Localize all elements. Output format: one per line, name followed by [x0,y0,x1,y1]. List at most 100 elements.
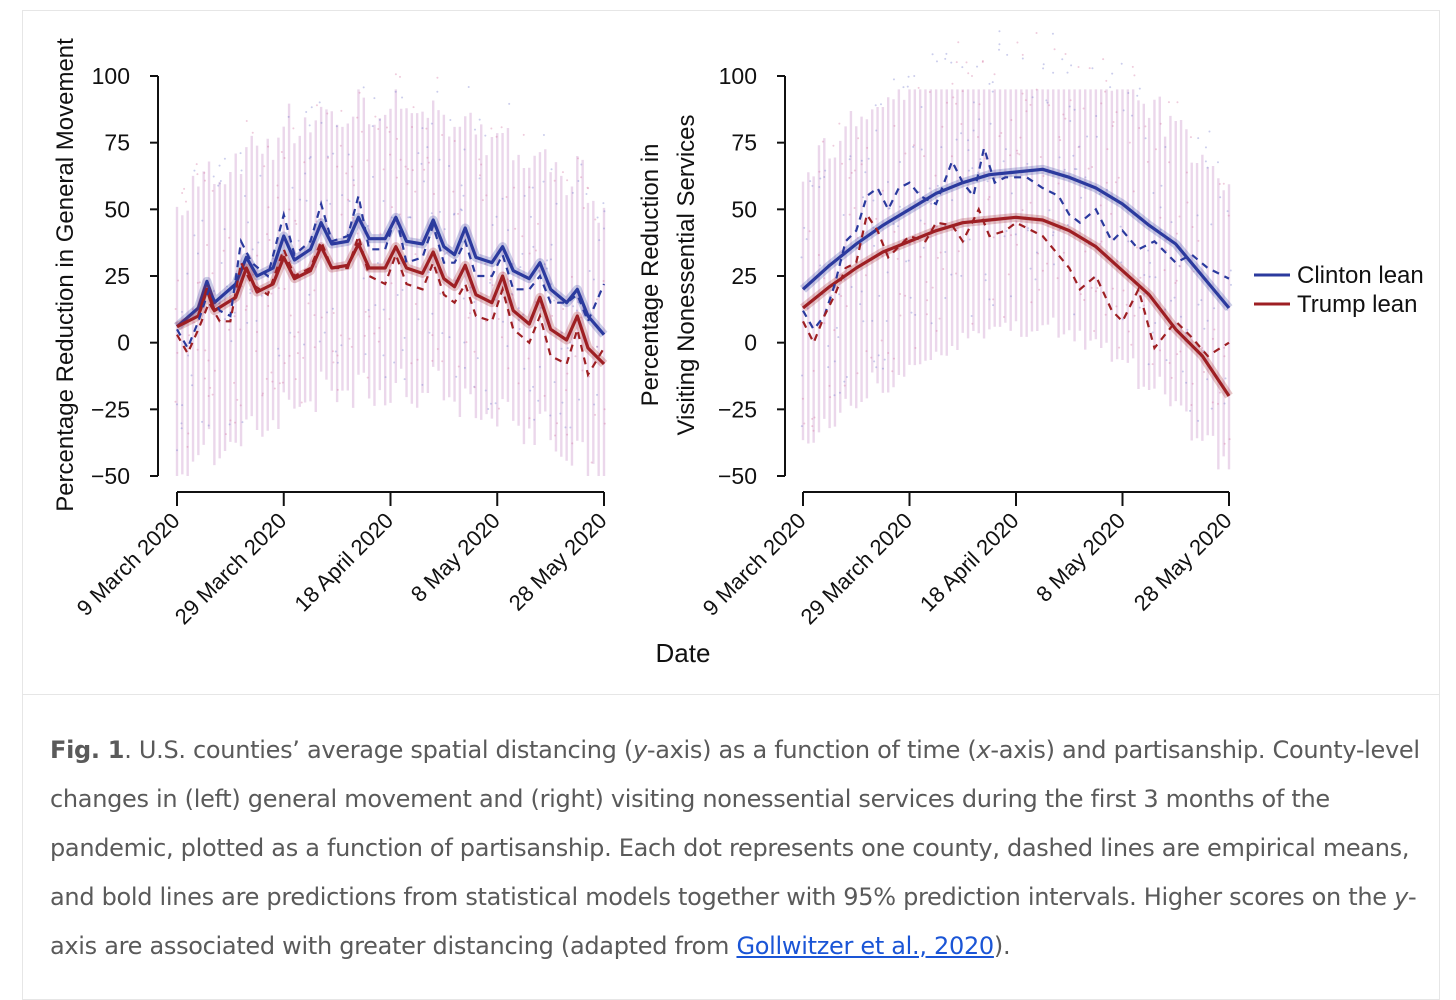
county-dot [323,331,326,334]
county-dot [957,250,960,253]
county-dot [523,194,526,197]
county-dot [1100,240,1103,243]
county-dot [430,122,433,125]
county-dot [961,66,964,69]
county-dot [979,158,982,161]
county-dot [293,335,296,338]
county-dot [998,135,1001,138]
county-dot [899,161,902,164]
county-dot [926,299,929,302]
county-dot [1224,377,1227,380]
county-dot [236,398,239,401]
county-dot [1197,239,1200,242]
county-dot [1185,381,1188,384]
county-dot [870,356,873,359]
county-dot [1045,262,1048,265]
county-dot [362,86,365,89]
county-dot [177,279,180,282]
county-dot [886,180,889,183]
county-dot [843,384,846,387]
county-dot [564,426,567,429]
county-dot [843,278,846,281]
county-dot [295,223,298,226]
county-dot [892,357,895,360]
county-dot [842,213,845,216]
county-dot [843,380,846,383]
county-dot [294,378,297,381]
county-dot [942,267,945,270]
county-dot [952,96,955,99]
county-dot [417,318,420,321]
caption-text: -axis are associated with greater distan… [50,883,1417,960]
county-dot [580,316,583,319]
county-dot [881,255,884,258]
county-dot [510,292,513,295]
county-dot [891,370,894,373]
county-dot [1078,145,1081,148]
county-dot [181,310,184,313]
county-dot [1102,58,1105,61]
citation-link[interactable]: Gollwitzer et al., 2020 [736,932,994,960]
county-dot [308,157,311,160]
county-dot [848,176,851,179]
county-dot [1003,235,1006,238]
county-dot [309,155,312,158]
county-dot [577,301,580,304]
county-dot [522,133,525,136]
county-dot [239,328,242,331]
county-dot [984,279,987,282]
county-dot [404,165,407,168]
county-dot [811,417,814,420]
county-dot [582,207,585,210]
county-dot [940,146,943,149]
county-dot [1086,135,1089,138]
county-dot [1130,343,1133,346]
county-dot [441,360,444,363]
county-dot [351,216,354,219]
county-dot [233,311,236,314]
county-dot [439,292,442,295]
county-dot [443,253,446,256]
county-dot [478,177,481,180]
county-dot [824,169,827,172]
county-dot [356,232,359,235]
county-dot [939,251,942,254]
county-dot [1185,171,1188,174]
county-dot [1210,223,1213,226]
county-dot [1125,303,1128,306]
county-dot [474,128,477,131]
county-dot [348,337,351,340]
county-dot [809,180,812,183]
county-dot [367,309,370,312]
y-axis-label: Percentage Reduction in General Movement [52,38,79,512]
x-tick-label: 28 May 2020 [1129,508,1237,616]
county-dot [550,243,553,246]
county-dot [585,192,588,195]
county-dot [204,179,207,182]
county-dot [1206,319,1209,322]
county-dot [303,161,306,164]
county-dot [367,224,370,227]
county-dot [340,213,343,216]
county-dot [388,130,391,133]
county-dot [297,331,300,334]
x-tick-label: 18 April 2020 [290,508,398,616]
county-dot [1051,32,1054,35]
county-dot [1015,221,1018,224]
county-dot [224,433,227,436]
y-tick-label: 0 [117,330,130,356]
county-dot [1030,301,1033,304]
county-dot [1204,160,1207,163]
county-dot [265,233,268,236]
county-dot [856,246,859,249]
county-dot [533,418,536,421]
county-dot [914,313,917,316]
county-dot [399,75,402,78]
county-dot [431,312,434,315]
county-dot [1228,438,1231,441]
county-dot [981,60,984,63]
county-dot [850,171,853,174]
county-dot [570,275,573,278]
y-tick-label: 100 [719,63,757,89]
